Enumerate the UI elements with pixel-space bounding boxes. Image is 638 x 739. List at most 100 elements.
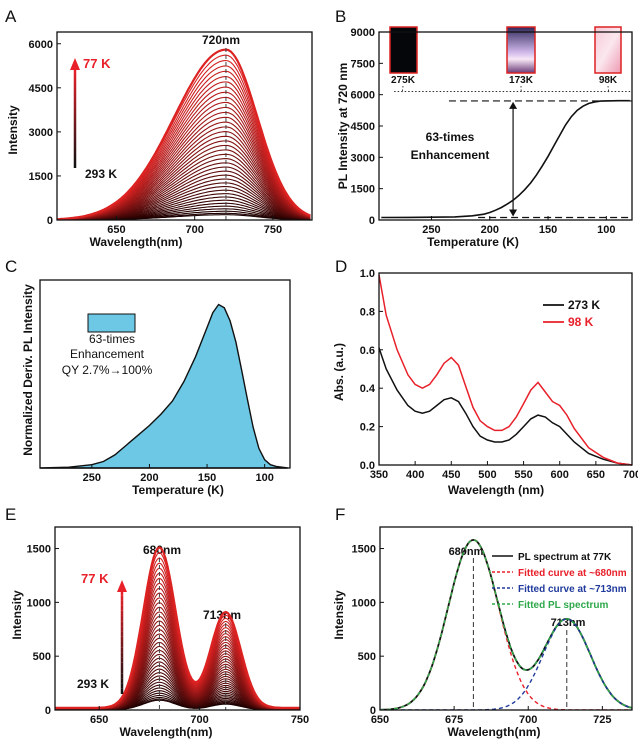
f-fit-713-line [380, 618, 632, 710]
c-x-axis-title: Temperature (K) [132, 483, 224, 497]
f-legend-label-1: Fitted curve at ~680nm [518, 568, 627, 579]
f-x-axis-title: Wavelength(nm) [448, 725, 541, 739]
f-legend-label-3: Fitted PL spectrum [518, 600, 608, 611]
a-x-axis-title: Wavelength(nm) [90, 235, 183, 249]
b-ytick-label-6: 9000 [351, 27, 375, 39]
e-top-temp-label: 77 K [81, 571, 109, 586]
e-spectrum-curve-39 [55, 546, 300, 709]
f-legend-label-2: Fitted curve at ~713nm [518, 584, 627, 595]
b-xtick-label-1: 200 [481, 224, 499, 236]
b-y-axis-title: PL Intensity at 720 nm [336, 63, 350, 190]
d-ytick-label-3: 0.6 [360, 345, 375, 357]
f-xtick-label-3: 725 [593, 714, 611, 726]
c-xtick-label-0: 250 [83, 472, 101, 484]
c-derivative-area [39, 303, 288, 469]
c-legend-swatch [87, 313, 136, 333]
d-xtick-label-6: 650 [587, 469, 605, 481]
d-series-line-1 [378, 274, 633, 466]
d-xtick-label-3: 500 [478, 469, 496, 481]
b-enhancement-line2: Enhancement [411, 148, 490, 162]
e-plot-frame [54, 526, 301, 711]
b-inset-label-275k: 275K [391, 75, 416, 86]
b-ytick-label-5: 7500 [351, 58, 375, 70]
f-y-axis-title: Intensity [332, 590, 346, 640]
f-fitted-total-line [380, 539, 632, 710]
b-x-axis-title: Temperature (K) [427, 235, 519, 249]
a-y-axis-title: Intensity [6, 105, 20, 155]
a-spectrum-curve-39 [57, 48, 311, 220]
b-enhancement-arrow-head-down [509, 209, 518, 217]
e-ytick-label-2: 1000 [27, 597, 51, 609]
e-ytick-label-1: 500 [33, 651, 51, 663]
a-top-temp-label: 77 K [83, 56, 111, 71]
c-xtick-label-2: 150 [198, 472, 216, 484]
d-xtick-label-0: 350 [370, 469, 388, 481]
f-ytick-label-0: 0 [370, 705, 376, 717]
b-xtick-label-0: 250 [422, 224, 440, 236]
f-peak1-label: 680nm [449, 546, 484, 558]
b-inset-leader-0 [401, 85, 404, 94]
c-xtick-label-3: 100 [255, 472, 273, 484]
a-temp-arrow-head [70, 58, 80, 70]
e-bottom-temp-label: 293 K [77, 677, 109, 691]
b-inset-label-98k: 98K [599, 75, 618, 86]
b-ytick-label-1: 1500 [351, 184, 375, 196]
b-enhancement-arrow-head-up [509, 101, 518, 109]
panel-label-b: B [335, 7, 346, 26]
f-ytick-label-2: 1000 [352, 597, 376, 609]
f-fit-680-line [380, 539, 632, 710]
d-y-axis-title: Abs. (a.u.) [332, 343, 346, 401]
f-xtick-label-2: 700 [519, 714, 537, 726]
a-ytick-label-1: 1500 [29, 171, 53, 183]
e-ytick-label-0: 0 [45, 705, 51, 717]
d-x-axis-title: Wavelength (nm) [448, 483, 544, 497]
a-bottom-temp-label: 293 K [85, 167, 117, 181]
d-series-line-0 [378, 347, 633, 466]
a-ytick-label-4: 6000 [29, 39, 53, 51]
panel-label-f: F [335, 505, 345, 524]
e-xtick-label-0: 650 [90, 714, 108, 726]
f-xtick-label-0: 650 [371, 714, 389, 726]
f-xtick-label-1: 675 [445, 714, 463, 726]
b-ytick-label-4: 6000 [351, 90, 375, 102]
panel-label-a: A [5, 7, 17, 26]
a-ytick-label-2: 3000 [29, 127, 53, 139]
f-legend-label-0: PL spectrum at 77K [518, 552, 612, 563]
a-xtick-label-0: 650 [107, 224, 125, 236]
b-xtick-label-3: 100 [597, 224, 615, 236]
f-pl-spectrum-line [380, 538, 632, 710]
b-inset-photo-98k [594, 26, 622, 74]
e-temp-arrow-head [117, 580, 127, 592]
f-ytick-label-1: 500 [358, 651, 376, 663]
c-plot-frame [39, 279, 291, 469]
b-inset-label-173k: 173K [509, 75, 534, 86]
b-ytick-label-2: 3000 [351, 152, 375, 164]
b-xtick-label-2: 150 [539, 224, 557, 236]
d-xtick-label-7: 700 [623, 469, 638, 481]
d-legend-label-98k: 98 K [568, 315, 594, 329]
a-xtick-label-2: 750 [264, 224, 282, 236]
b-inset-leader-2 [607, 85, 610, 94]
c-xtick-label-1: 200 [140, 472, 158, 484]
a-peak-label: 720nm [202, 33, 240, 47]
b-inset-photo-275k [389, 26, 418, 74]
c-legend-line2: Enhancement [70, 347, 145, 361]
f-plot-frame [379, 526, 633, 711]
f-ytick-label-3: 1500 [352, 544, 376, 556]
a-xtick-label-1: 700 [185, 224, 203, 236]
b-ytick-label-0: 0 [369, 215, 375, 227]
d-ytick-label-0: 0.0 [360, 460, 375, 472]
e-xtick-label-1: 700 [190, 714, 208, 726]
d-xtick-label-4: 550 [514, 469, 532, 481]
d-xtick-label-5: 600 [551, 469, 569, 481]
e-xtick-label-2: 750 [291, 714, 309, 726]
d-plot-frame [378, 272, 633, 466]
c-legend-line3: QY 2.7%→100% [62, 363, 153, 377]
d-ytick-label-2: 0.4 [360, 383, 376, 395]
b-ytick-label-3: 4500 [351, 121, 375, 133]
d-ytick-label-5: 1.0 [360, 268, 375, 280]
c-legend-line1: 63-times [89, 332, 135, 346]
b-intensity-curve [381, 99, 630, 219]
d-ytick-label-4: 0.8 [360, 306, 375, 318]
